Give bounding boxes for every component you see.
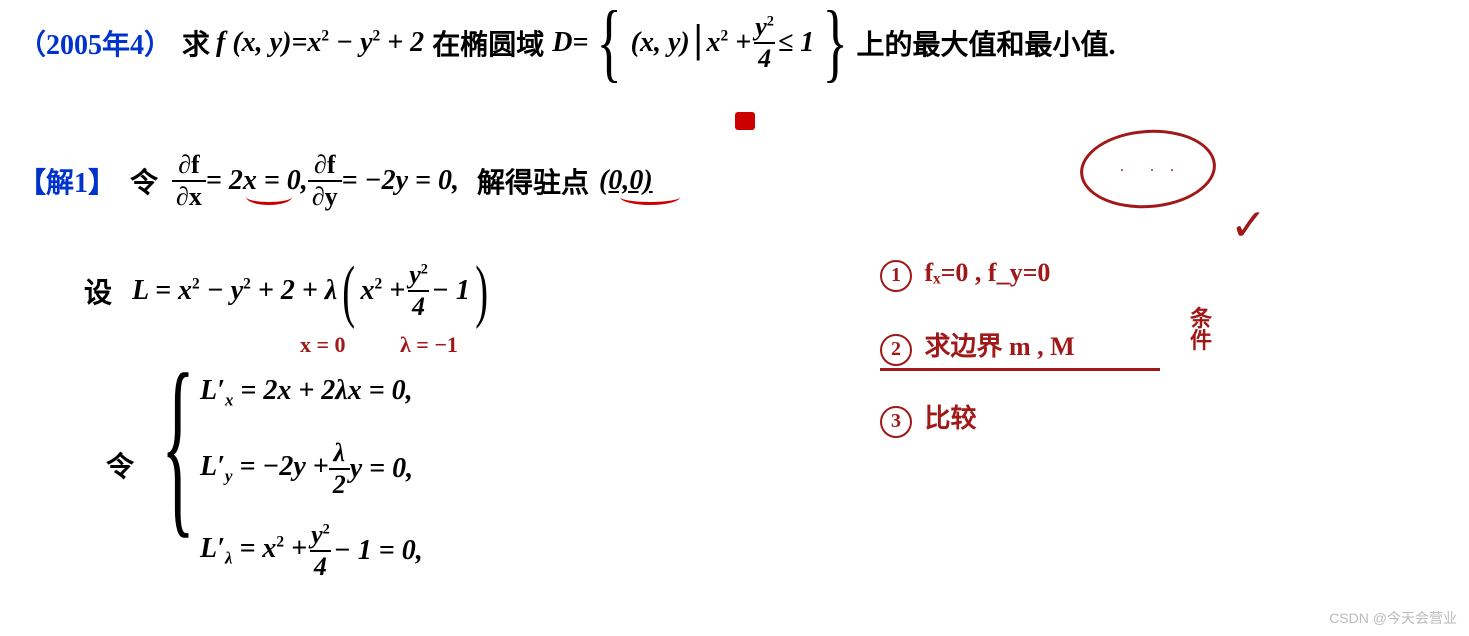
hand-note-2-text: 求边界 m , M	[925, 332, 1075, 361]
text-middle: 在椭圆域	[432, 23, 544, 63]
line1-lead: 令	[130, 161, 158, 201]
hand-note-2-side: 条件	[1190, 308, 1212, 352]
hand-note-3-text: 比较	[925, 404, 977, 433]
system-brace: {	[161, 360, 195, 530]
eq1: L′x = 2x + 2λx = 0,	[200, 375, 413, 411]
system-lead: 令	[106, 445, 134, 485]
hand-dots: . . .	[1120, 158, 1180, 176]
eq-m2y: = −2y = 0,	[342, 165, 459, 197]
hand-note-1: 1 fₓ=0 , f_y=0	[880, 258, 1050, 292]
func-lhs: f (x, y)	[216, 27, 291, 59]
red-cursor-icon	[735, 112, 755, 130]
eq-2x: = 2x = 0,	[206, 165, 308, 197]
circle-2-icon: 2	[880, 334, 912, 366]
func-rhs: x2 − y2 + 2	[307, 27, 424, 59]
domain-frac: y2 4	[751, 14, 778, 72]
year-label: （2005年4）	[18, 23, 172, 63]
hand-lam-eq-m1: λ = −1	[400, 332, 458, 358]
brace-open: {	[597, 12, 622, 74]
hand-note-2: 2 求边界 m , M	[880, 326, 1075, 366]
eq2-a: L′y = −2y +	[200, 451, 329, 487]
eq-sign: =	[291, 27, 307, 59]
hand-note-1-text: fₓ=0 , f_y=0	[925, 258, 1051, 287]
page: （2005年4） 求 f (x, y) = x2 − y2 + 2 在椭圆域 D…	[0, 0, 1469, 636]
sys-eq3: L′λ = x2 + y2 4 − 1 = 0,	[200, 522, 423, 580]
L-inner-frac: y2 4	[405, 262, 432, 320]
eq2-frac: λ 2	[329, 440, 350, 498]
domain-leq1: ≤ 1	[778, 27, 814, 59]
line1-tail: 解得驻点	[477, 161, 589, 201]
text-prefix: 求	[182, 23, 210, 63]
hand-x-eq-0: x = 0	[300, 332, 346, 358]
eq3-a: L′λ = x2 +	[200, 533, 307, 569]
eq-sign-2: =	[572, 27, 588, 59]
sys-eq1: L′x = 2x + 2λx = 0,	[200, 375, 413, 411]
domain-cond: x2 +	[707, 27, 752, 59]
problem-row: （2005年4） 求 f (x, y) = x2 − y2 + 2 在椭圆域 D…	[18, 12, 1116, 74]
brace-close: }	[823, 12, 848, 74]
line2-lead: 设	[84, 271, 112, 311]
pf-px: ∂f ∂x	[172, 152, 206, 210]
lparen-big: (	[342, 267, 355, 316]
circle-3-icon: 3	[880, 406, 912, 438]
solution-line2: 设 L = x2 − y2 + 2 + λ ( x2 + y2 4 − 1 )	[84, 262, 493, 320]
eq3-frac: y2 4	[307, 522, 334, 580]
watermark: CSDN @今天会营业	[1329, 608, 1457, 628]
hand-underline	[880, 368, 1160, 371]
circle-1-icon: 1	[880, 260, 912, 292]
hand-note-3: 3 比较	[880, 398, 977, 438]
bar-divider: |	[694, 15, 703, 62]
sys-lead-text: 令	[106, 445, 134, 485]
text-suffix: 上的最大值和最小值.	[857, 23, 1116, 63]
L-inner: x2 +	[361, 275, 406, 307]
solution-line1: 【解1】 令 ∂f ∂x = 2x = 0, ∂f ∂y = −2y = 0, …	[18, 152, 653, 210]
solution-label: 【解1】	[18, 161, 116, 201]
critical-point: (0,0)	[599, 165, 653, 197]
domain-D: D	[552, 27, 572, 59]
rparen-big: )	[475, 267, 488, 316]
eq3-tail: − 1 = 0,	[334, 535, 423, 567]
L-inner-tail: − 1	[432, 275, 470, 307]
pf-py: ∂f ∂y	[308, 152, 342, 210]
domain-tuple: (x, y)	[631, 27, 690, 59]
check-icon: ✓	[1230, 200, 1267, 251]
eq2-b: y = 0,	[350, 453, 413, 485]
sys-eq2: L′y = −2y + λ 2 y = 0,	[200, 440, 413, 498]
L-eq-part1: L = x2 − y2 + 2 + λ	[132, 275, 337, 307]
